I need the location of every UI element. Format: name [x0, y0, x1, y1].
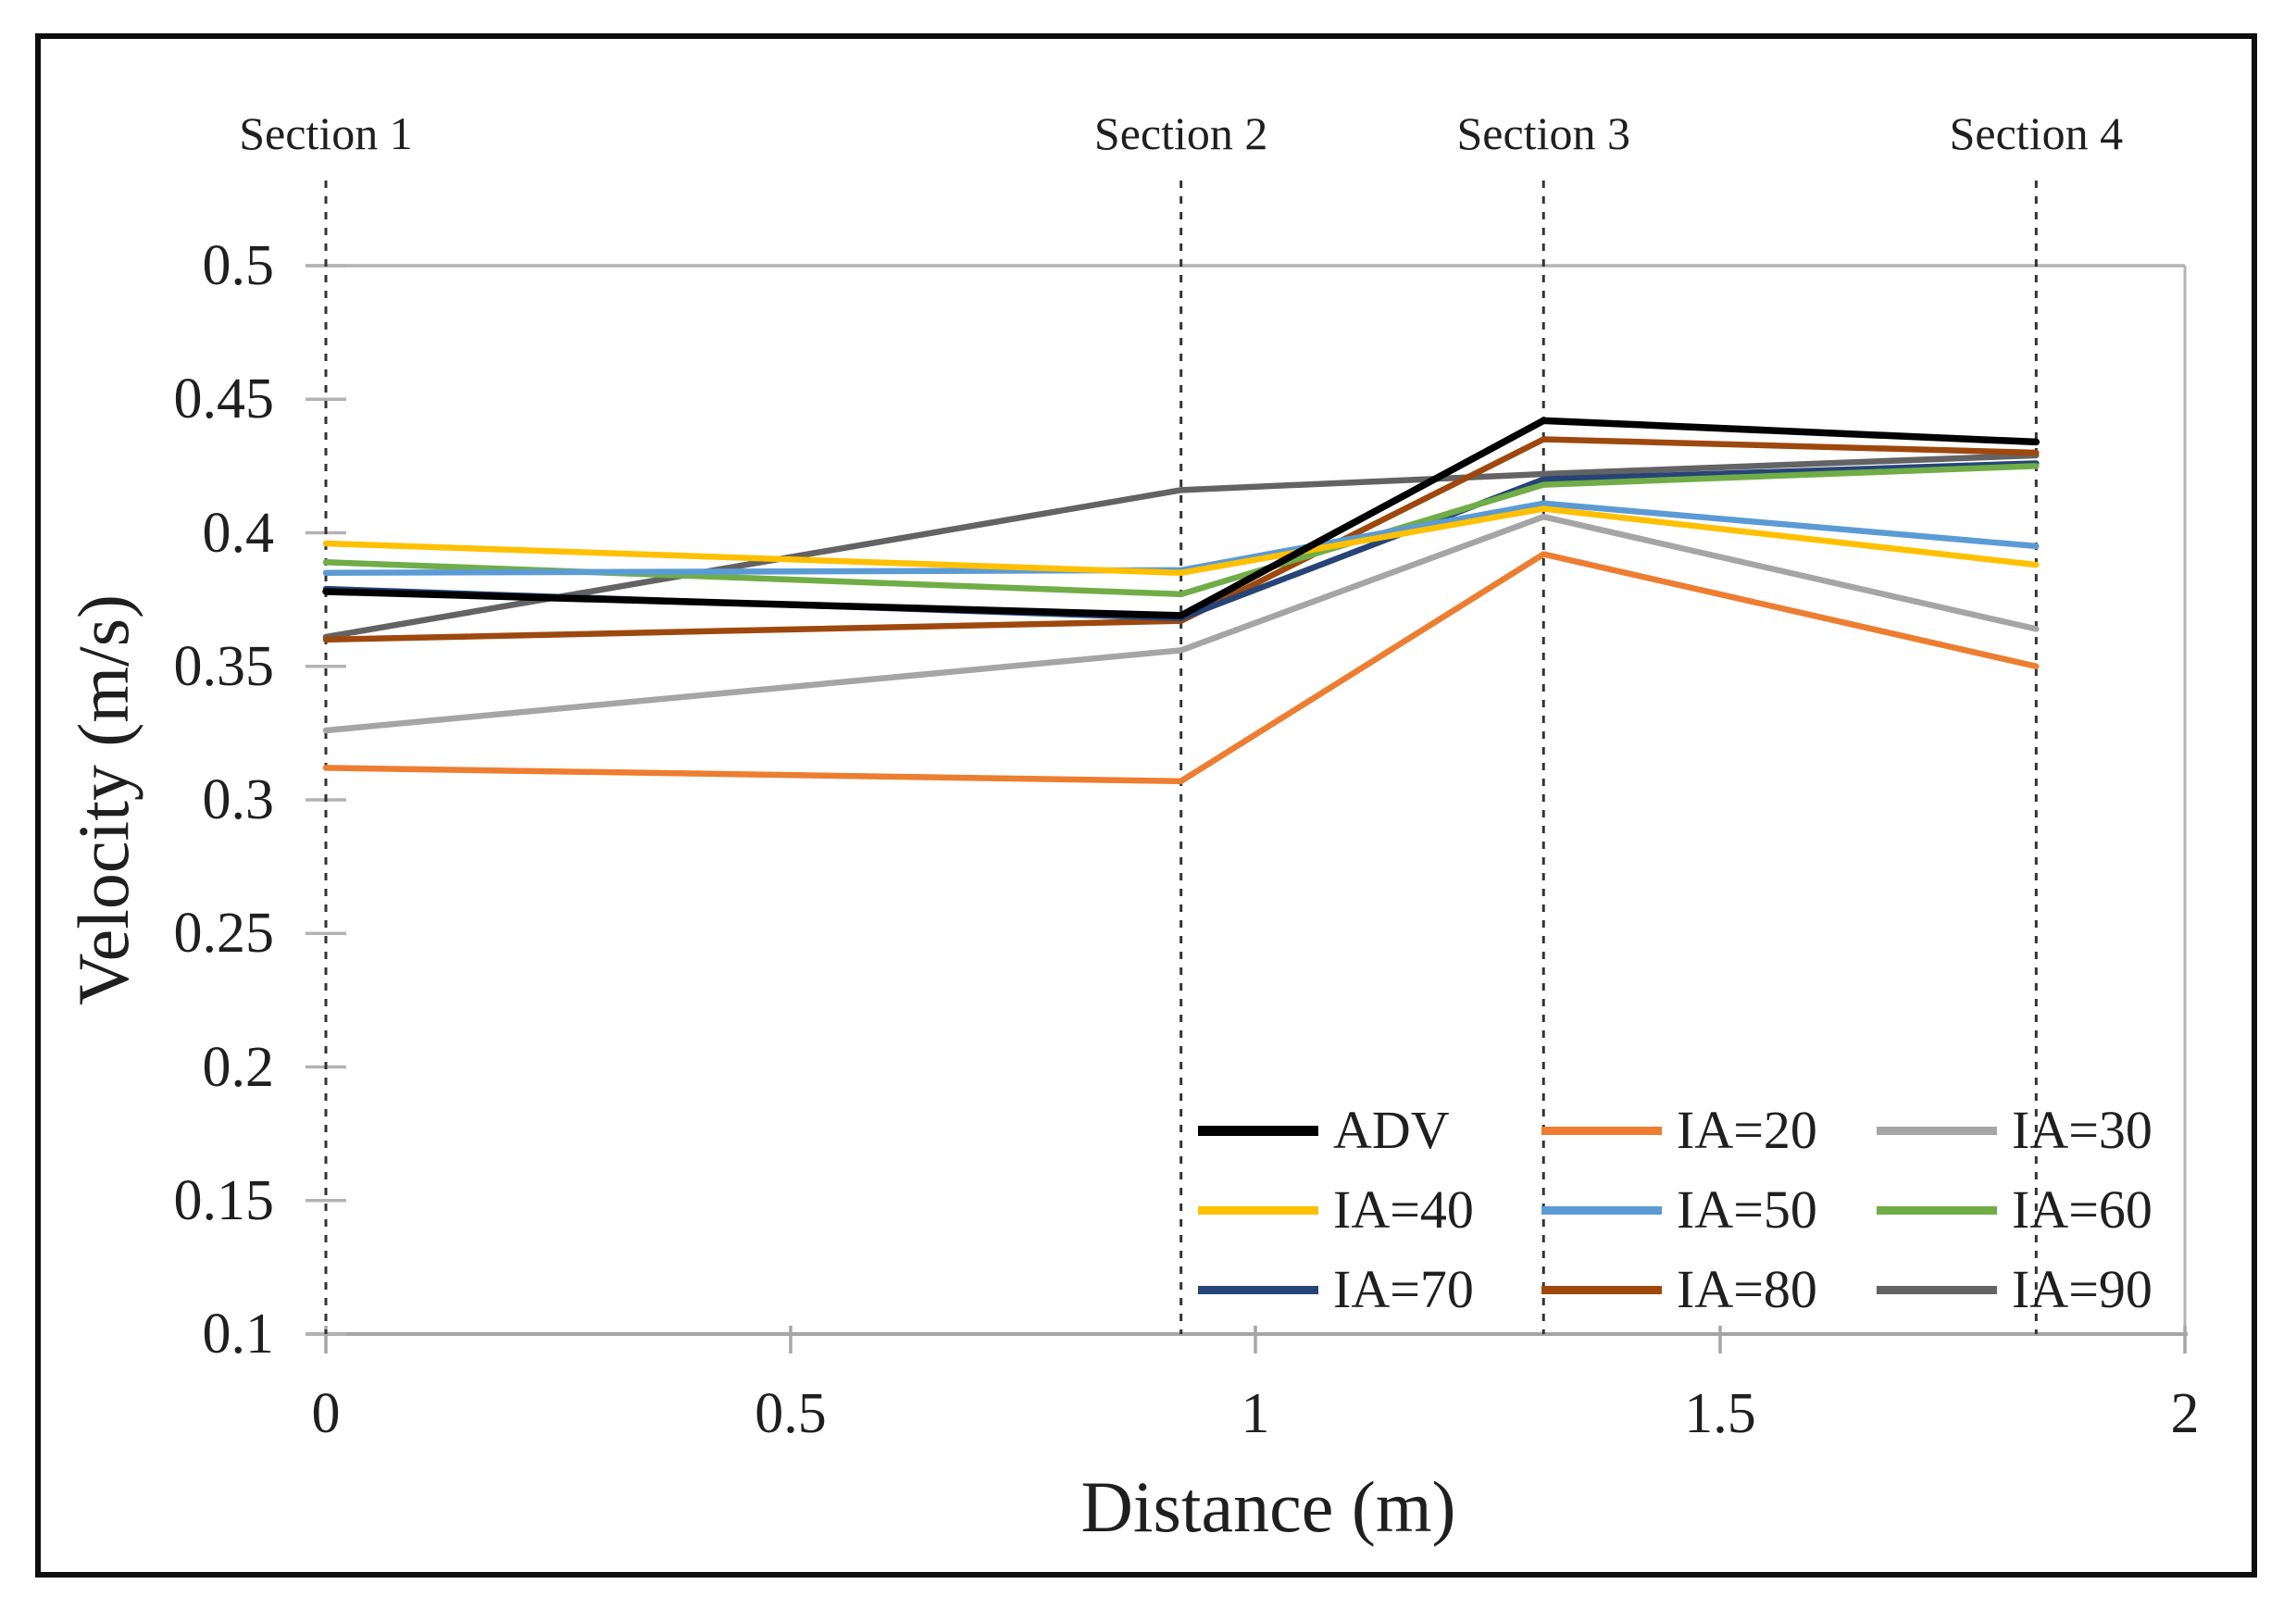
y-tick-label: 0.2: [202, 1035, 275, 1099]
legend-line-swatch: [1877, 1205, 1997, 1215]
series-line-ADV: [322, 417, 2040, 619]
figure-border: [35, 33, 2257, 1578]
section-label-4: Section 4: [1949, 107, 2124, 159]
section-label-2: Section 2: [1093, 107, 1268, 159]
series-line-IA=50: [322, 500, 2040, 577]
legend-item-ia80: IA=80: [1541, 1250, 1877, 1329]
x-tick-label: 1: [1241, 1382, 1270, 1445]
series-line-IA=40: [322, 505, 2040, 577]
x-tick-label: 2: [2170, 1382, 2200, 1445]
legend-line-swatch: [1198, 1285, 1318, 1294]
legend-label: IA=80: [1677, 1259, 1817, 1319]
series-line-IA=90: [322, 452, 2040, 641]
legend-label: IA=30: [2012, 1100, 2152, 1160]
legend-label: ADV: [1333, 1100, 1450, 1160]
legend-label: IA=50: [1677, 1179, 1817, 1240]
x-axis-title: Distance (m): [1080, 1466, 1456, 1547]
legend-line-swatch: [1877, 1285, 1997, 1294]
legend: ADV IA=20 IA=30 IA=40 IA=50 IA=60 IA=70: [1198, 1091, 2206, 1329]
series-line-IA=20: [322, 551, 2040, 785]
x-tick-label: 1.5: [1684, 1382, 1756, 1445]
series-line-IA=80: [322, 436, 2040, 643]
y-tick-label: 0.1: [202, 1303, 275, 1366]
y-tick-label: 0.15: [173, 1168, 275, 1232]
legend-item-adv: ADV: [1198, 1091, 1541, 1170]
legend-label: IA=20: [1677, 1100, 1817, 1160]
series-line-IA=30: [322, 513, 2040, 734]
y-tick-label: 0.5: [202, 234, 275, 297]
legend-item-ia50: IA=50: [1541, 1170, 1877, 1250]
legend-line-swatch: [1198, 1205, 1318, 1215]
y-axis-title: Velocity (m/s): [63, 593, 144, 1006]
legend-line-swatch: [1541, 1126, 1662, 1135]
legend-item-ia40: IA=40: [1198, 1170, 1541, 1250]
legend-line-swatch: [1877, 1126, 1997, 1135]
legend-line-swatch: [1541, 1285, 1662, 1294]
legend-line-swatch: [1541, 1205, 1662, 1215]
legend-label: IA=90: [2012, 1259, 2152, 1319]
legend-item-ia20: IA=20: [1541, 1091, 1877, 1170]
legend-item-ia60: IA=60: [1877, 1170, 2206, 1250]
section-label-3: Section 3: [1456, 107, 1630, 159]
x-tick-label: 0.5: [755, 1382, 827, 1445]
legend-label: IA=70: [1333, 1259, 1474, 1319]
section-label-1: Section 1: [239, 107, 413, 159]
legend-label: IA=40: [1333, 1179, 1474, 1240]
legend-line-swatch: [1198, 1125, 1318, 1136]
y-tick-label: 0.35: [173, 634, 275, 698]
y-tick-label: 0.25: [173, 902, 275, 966]
y-tick-label: 0.3: [202, 768, 275, 831]
legend-label: IA=60: [2012, 1179, 2152, 1240]
x-tick-label: 0: [311, 1382, 341, 1445]
legend-item-ia30: IA=30: [1877, 1091, 2206, 1170]
y-tick-label: 0.4: [202, 501, 275, 565]
legend-item-ia70: IA=70: [1198, 1250, 1541, 1329]
legend-item-ia90: IA=90: [1877, 1250, 2206, 1329]
y-tick-label: 0.45: [173, 368, 275, 431]
